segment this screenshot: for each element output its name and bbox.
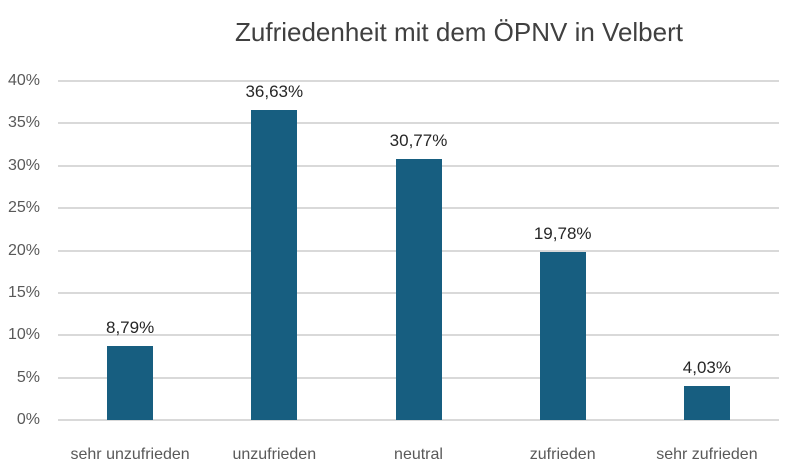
- y-axis-tick: 40%: [7, 72, 40, 89]
- chart-title: Zufriedenheit mit dem ÖPNV in Velbert: [235, 17, 683, 47]
- data-label: 30,77%: [389, 131, 448, 151]
- bar-sehr-zufrieden: [683, 385, 730, 420]
- y-axis-tick: 25%: [7, 199, 40, 217]
- bar-zufrieden: [539, 252, 586, 420]
- y-axis-tick: 0%: [16, 411, 40, 428]
- y-axis-tick: 35%: [7, 114, 40, 132]
- data-label: 8,79%: [105, 317, 155, 337]
- y-axis-tick: 5%: [16, 368, 40, 386]
- x-axis-label: zufrieden: [529, 446, 596, 463]
- y-axis-tick: 30%: [7, 156, 40, 174]
- x-axis-label: sehr unzufrieden: [70, 446, 190, 463]
- gridline: [58, 80, 779, 82]
- plot-area: 8,79% 36,63% 30,77% 19,78% 4,03%: [58, 80, 779, 421]
- y-axis-tick: 20%: [7, 241, 40, 259]
- x-axis-label: unzufrieden: [232, 446, 317, 463]
- x-axis-label: sehr zufrieden: [656, 446, 758, 463]
- y-axis-tick: 10%: [7, 326, 40, 344]
- x-axis-label: neutral: [394, 446, 443, 463]
- data-label: 36,63%: [245, 81, 304, 101]
- bar-unzufrieden: [251, 109, 298, 420]
- gridline: [58, 122, 779, 125]
- bar-neutral: [395, 159, 442, 420]
- bar-sehr-unzufrieden: [107, 345, 154, 420]
- gridline: [58, 419, 779, 421]
- data-label: 4,03%: [682, 357, 731, 377]
- data-label: 19,78%: [533, 224, 592, 244]
- y-axis-tick: 15%: [7, 283, 40, 301]
